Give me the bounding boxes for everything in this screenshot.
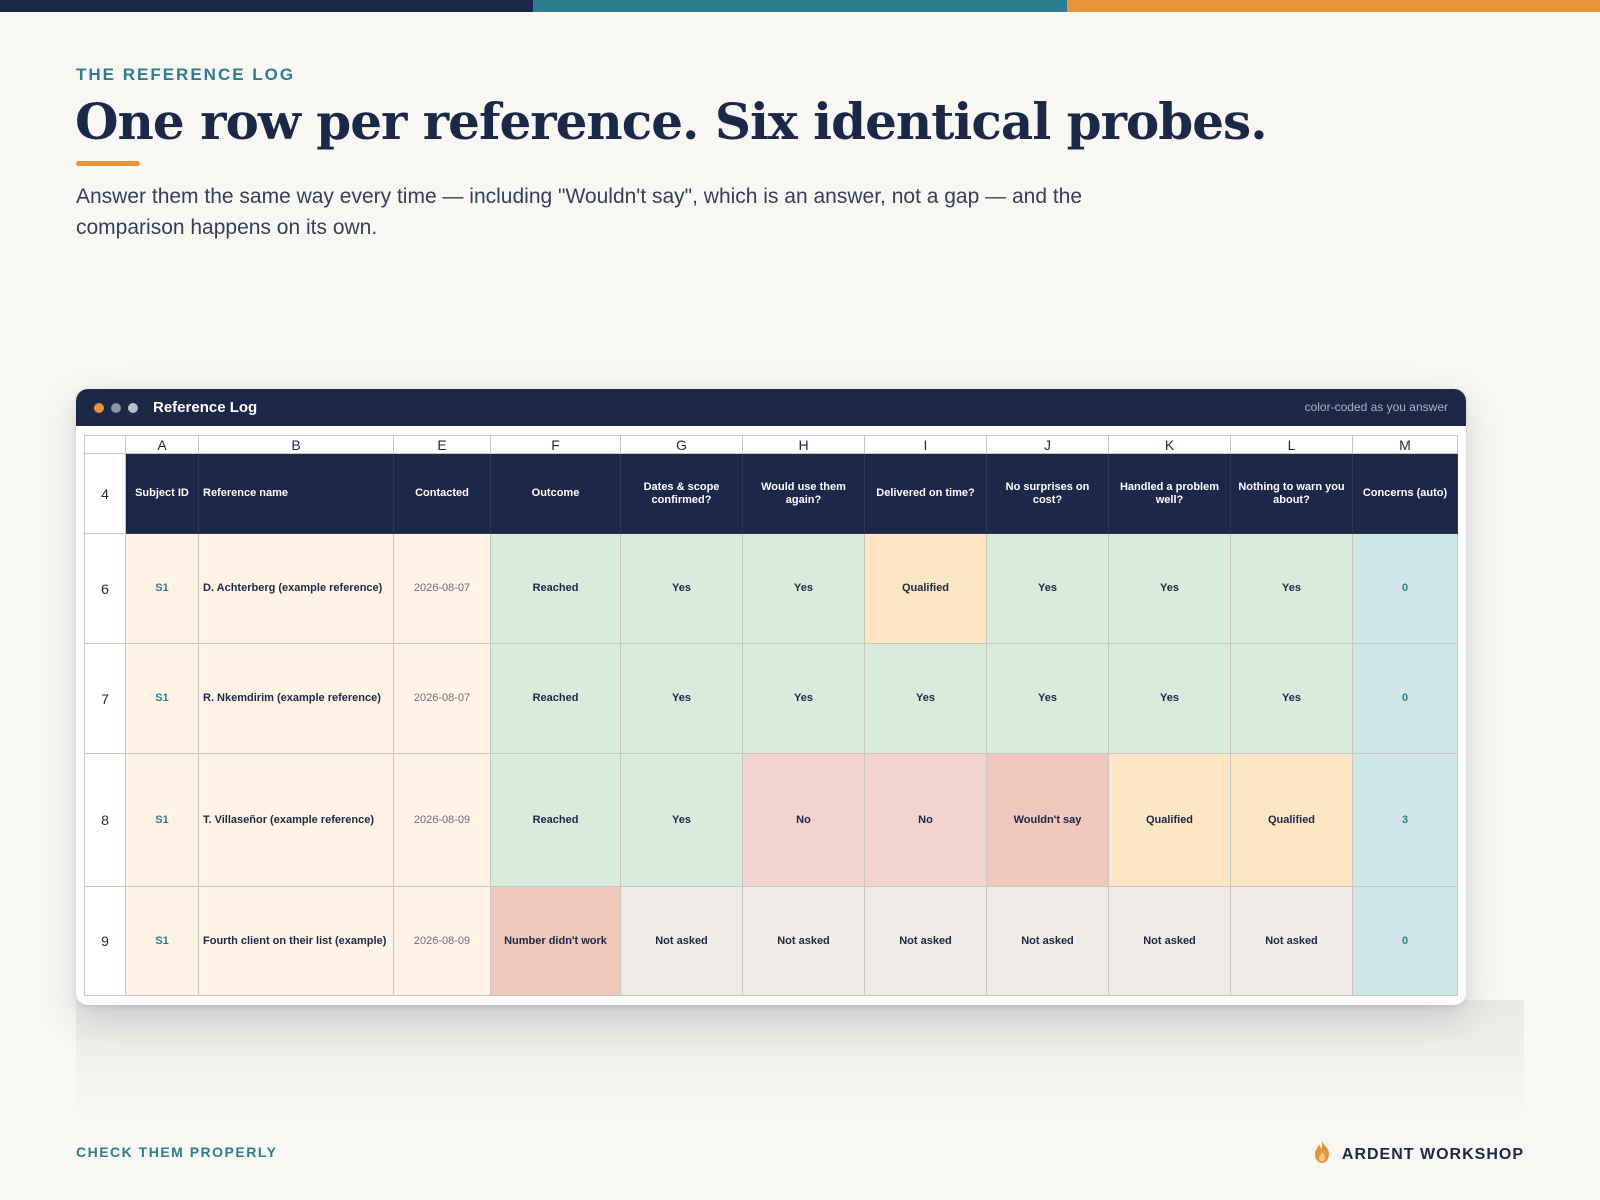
window-zoom-dot[interactable] [128,402,138,413]
answer-cell[interactable]: Yes [1230,643,1353,754]
answer-cell[interactable]: Not asked [1108,886,1231,996]
row-number[interactable]: 9 [84,886,126,996]
page-title: One row per reference. Six identical pro… [75,92,1268,151]
answer-cell[interactable]: Not asked [864,886,987,996]
answer-cell[interactable]: No [742,753,865,887]
answer-cell[interactable]: Qualified [1108,753,1231,887]
header-cell-cost[interactable]: No surprises on cost? [986,453,1109,534]
answer-cell[interactable]: Yes [620,533,743,644]
answer-cell[interactable]: Not asked [1230,886,1353,996]
accent-segment-orange [1066,0,1600,12]
header-cell-problem[interactable]: Handled a problem well? [1108,453,1231,534]
outcome-cell[interactable]: Reached [490,753,621,887]
column-letter-row: A B E F G H I J K L M [84,435,1458,454]
spreadsheet-window: Reference Log color-coded as you answer … [76,389,1466,1005]
title-underline [76,161,140,166]
flame-icon [1312,1140,1332,1169]
table-row: 7 S1 R. Nkemdirim (example reference) 20… [84,643,1458,754]
column-letter[interactable]: K [1108,435,1231,454]
window-titlebar: Reference Log color-coded as you answer [76,389,1466,426]
subject-id-cell[interactable]: S1 [125,886,199,996]
answer-cell[interactable]: Qualified [1230,753,1353,887]
window-close-dot[interactable] [94,402,104,413]
eyebrow-label: THE REFERENCE LOG [76,65,296,84]
contacted-cell[interactable]: 2026-08-09 [393,886,491,996]
concerns-cell[interactable]: 3 [1352,753,1458,887]
column-letter[interactable]: M [1352,435,1458,454]
row-number[interactable]: 6 [84,533,126,644]
header-cell-warn[interactable]: Nothing to warn you about? [1230,453,1353,534]
answer-cell[interactable]: Yes [1108,643,1231,754]
window-shadow [76,1000,1524,1120]
column-letter[interactable]: L [1230,435,1353,454]
column-letter[interactable]: H [742,435,865,454]
column-letter[interactable]: I [864,435,987,454]
table-row: 8 S1 T. Villaseñor (example reference) 2… [84,753,1458,887]
answer-cell[interactable]: Yes [1108,533,1231,644]
outcome-cell[interactable]: Reached [490,533,621,644]
reference-name-cell[interactable]: Fourth client on their list (example) [198,886,394,996]
row-number[interactable]: 8 [84,753,126,887]
answer-cell[interactable]: Yes [986,533,1109,644]
answer-cell[interactable]: No [864,753,987,887]
header-row: 4 Subject ID Reference name Contacted Ou… [84,453,1458,534]
window-title: Reference Log [153,399,258,416]
row-number[interactable]: 4 [84,453,126,534]
header-cell-subject-id[interactable]: Subject ID [125,453,199,534]
header-cell-use-again[interactable]: Would use them again? [742,453,865,534]
header-cell-reference-name[interactable]: Reference name [198,453,394,534]
table-row: 6 S1 D. Achterberg (example reference) 2… [84,533,1458,644]
table-row: 9 S1 Fourth client on their list (exampl… [84,886,1458,996]
column-letter[interactable]: J [986,435,1109,454]
answer-cell[interactable]: Yes [742,533,865,644]
header-cell-concerns[interactable]: Concerns (auto) [1352,453,1458,534]
subject-id-cell[interactable]: S1 [125,643,199,754]
header-cell-dates-scope[interactable]: Dates & scope confirmed? [620,453,743,534]
answer-cell[interactable]: Not asked [986,886,1109,996]
header-cell-on-time[interactable]: Delivered on time? [864,453,987,534]
column-letter[interactable]: E [393,435,491,454]
corner-cell[interactable] [84,435,126,454]
window-minimize-dot[interactable] [111,402,121,413]
header-cell-contacted[interactable]: Contacted [393,453,491,534]
answer-cell[interactable]: Yes [1230,533,1353,644]
concerns-cell[interactable]: 0 [1352,533,1458,644]
outcome-cell[interactable]: Reached [490,643,621,754]
column-letter[interactable]: G [620,435,743,454]
answer-cell[interactable]: Not asked [620,886,743,996]
accent-segment-teal [533,0,1067,12]
answer-cell[interactable]: Not asked [742,886,865,996]
top-accent-bar [0,0,1600,12]
contacted-cell[interactable]: 2026-08-07 [393,643,491,754]
window-note: color-coded as you answer [1304,400,1448,414]
reference-name-cell[interactable]: T. Villaseñor (example reference) [198,753,394,887]
reference-name-cell[interactable]: R. Nkemdirim (example reference) [198,643,394,754]
subject-id-cell[interactable]: S1 [125,533,199,644]
answer-cell[interactable]: Yes [864,643,987,754]
column-letter[interactable]: B [198,435,394,454]
answer-cell[interactable]: Yes [620,643,743,754]
concerns-cell[interactable]: 0 [1352,886,1458,996]
contacted-cell[interactable]: 2026-08-07 [393,533,491,644]
answer-cell[interactable]: Wouldn't say [986,753,1109,887]
reference-log-grid: A B E F G H I J K L M 4 Subject ID Refer… [84,435,1458,996]
column-letter[interactable]: A [125,435,199,454]
accent-segment-navy [0,0,534,12]
reference-name-cell[interactable]: D. Achterberg (example reference) [198,533,394,644]
row-number[interactable]: 7 [84,643,126,754]
answer-cell[interactable]: Qualified [864,533,987,644]
footer-tagline: CHECK THEM PROPERLY [76,1144,278,1160]
answer-cell[interactable]: Yes [742,643,865,754]
header-cell-outcome[interactable]: Outcome [490,453,621,534]
outcome-cell[interactable]: Number didn't work [490,886,621,996]
subject-id-cell[interactable]: S1 [125,753,199,887]
footer-brand: ARDENT WORKSHOP [1312,1140,1524,1169]
concerns-cell[interactable]: 0 [1352,643,1458,754]
contacted-cell[interactable]: 2026-08-09 [393,753,491,887]
brand-name: ARDENT WORKSHOP [1341,1145,1524,1163]
column-letter[interactable]: F [490,435,621,454]
answer-cell[interactable]: Yes [986,643,1109,754]
page-subtitle: Answer them the same way every time — in… [76,185,1083,239]
answer-cell[interactable]: Yes [620,753,743,887]
